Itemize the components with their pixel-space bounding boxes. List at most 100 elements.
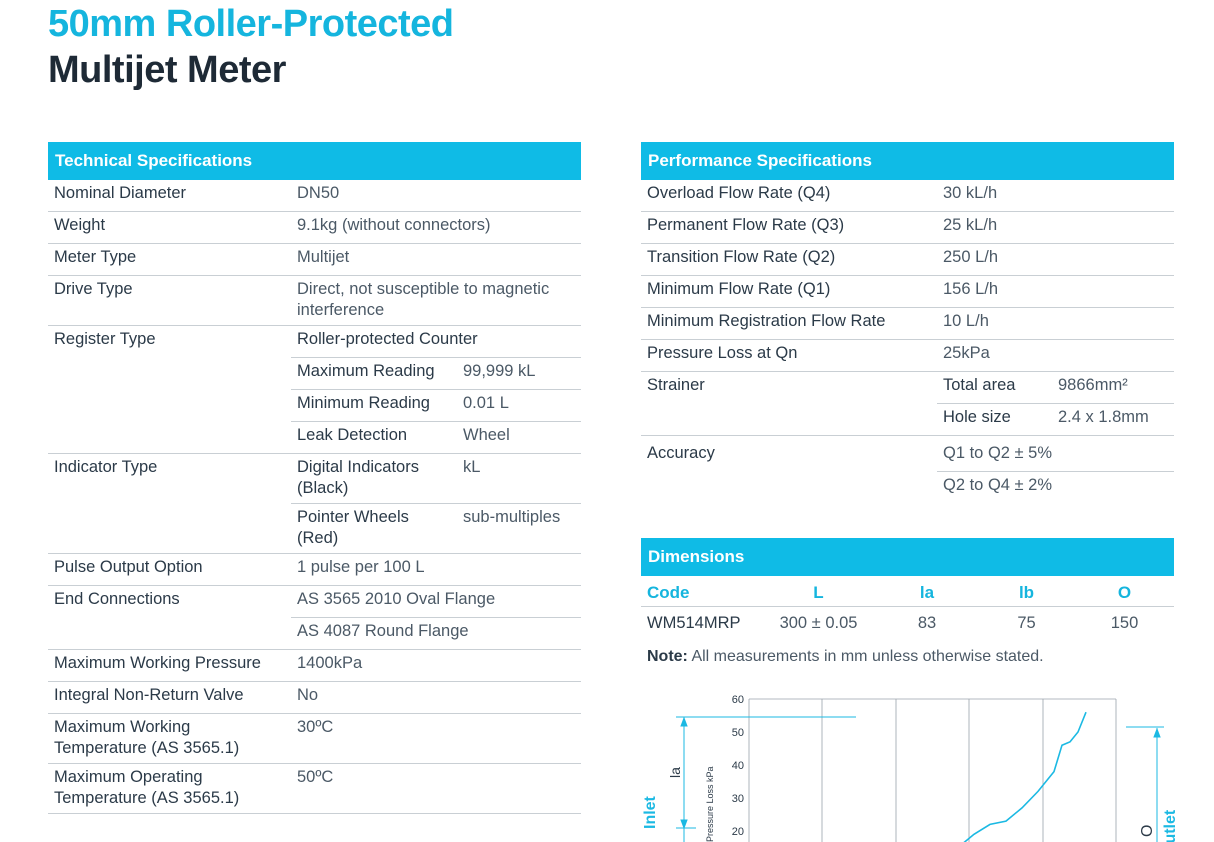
spec-label: Pressure Loss at Qn: [641, 339, 937, 372]
spec-label: Strainer: [641, 371, 937, 436]
sub-spec-value: kL: [457, 453, 581, 504]
spec-value: DN50: [291, 180, 581, 212]
dimensions-cell: 75: [1017, 614, 1036, 632]
technical-specifications-table: Nominal Diameter DN50 Weight 9.1kg (with…: [48, 180, 581, 814]
spec-row: Nominal Diameter DN50: [48, 180, 581, 212]
spec-row: Drive Type Direct, not susceptible to ma…: [48, 275, 581, 326]
spec-row: Minimum Flow Rate (Q1) 156 L/h: [641, 275, 1174, 308]
spec-row: Integral Non-Return Valve No: [48, 681, 581, 714]
spec-value: 9.1kg (without connectors): [291, 211, 581, 244]
spec-value: No: [291, 681, 581, 714]
sub-spec-label: Pointer Wheels (Red): [291, 503, 457, 554]
sub-spec-label: Digital Indicators (Black): [291, 453, 457, 504]
spec-value: 156 L/h: [937, 275, 1174, 308]
spec-value: Q1 to Q2 ± 5%: [937, 435, 1174, 472]
o-label: O: [1139, 825, 1156, 837]
spec-row: Pressure Loss at Qn 25kPa: [641, 339, 1174, 372]
spec-row: Maximum Reading 99,999 kL: [48, 357, 581, 390]
technical-specifications-panel: Technical Specifications Nominal Diamete…: [48, 142, 581, 814]
spec-row: Strainer Total area 9866mm²: [641, 371, 1174, 436]
spec-row: Register Type Roller-protected Counter: [48, 325, 581, 454]
spec-label: Maximum Operating Temperature (AS 3565.1…: [48, 763, 291, 814]
spec-label: Drive Type: [48, 275, 291, 326]
spec-label: Transition Flow Rate (Q2): [641, 243, 937, 276]
spec-row: Minimum Reading 0.01 L: [48, 389, 581, 422]
dimensions-note: Note: All measurements in mm unless othe…: [641, 640, 1174, 674]
performance-specifications-table: Overload Flow Rate (Q4) 30 kL/h Permanen…: [641, 180, 1174, 503]
spec-value: Q2 to Q4 ± 2%: [943, 476, 1053, 494]
spec-value: AS 4087 Round Flange: [291, 617, 581, 650]
spec-label: End Connections: [48, 585, 291, 650]
dimensions-cell: 150: [1110, 614, 1139, 632]
y-tick-label: 50: [732, 727, 744, 739]
spec-label: Minimum Registration Flow Rate: [641, 307, 937, 340]
outlet-label: Outlet: [1162, 809, 1179, 842]
spec-label: Nominal Diameter: [48, 180, 291, 212]
spec-row: Pointer Wheels (Red) sub-multiples: [48, 503, 581, 554]
outlet-dimension-marker: [1126, 726, 1164, 842]
page-title: 50mm Roller-Protected Multijet Meter: [48, 2, 454, 94]
spec-label: Minimum Flow Rate (Q1): [641, 275, 937, 308]
spec-value: AS 3565 2010 Oval Flange: [291, 585, 581, 618]
spec-row: Weight 9.1kg (without connectors): [48, 211, 581, 244]
dimensions-cell: 83: [917, 614, 937, 632]
dimensions-header: la: [876, 576, 978, 607]
spec-value: 1400kPa: [291, 649, 581, 682]
performance-specifications-heading: Performance Specifications: [641, 142, 1174, 180]
dimensions-cell: WM514MRP: [647, 614, 741, 632]
spec-value: Roller-protected Counter: [291, 325, 581, 358]
spec-row: Q2 to Q4 ± 2%: [641, 472, 1174, 504]
dimensions-cell: 300 ± 0.05: [779, 614, 858, 632]
spec-label: Meter Type: [48, 243, 291, 276]
spec-row: Pulse Output Option 1 pulse per 100 L: [48, 553, 581, 586]
spec-label: Maximum Working Pressure: [48, 649, 291, 682]
spec-row: Maximum Working Temperature (AS 3565.1) …: [48, 713, 581, 764]
spec-label: Indicator Type: [48, 453, 291, 554]
spec-value: 50ºC: [291, 763, 581, 814]
pressure-loss-chart: 60 50 40 30 20 Pressure Loss kPa Inlet la O …: [636, 688, 1214, 842]
y-axis-label: Pressure Loss kPa: [705, 766, 715, 842]
spec-row: Meter Type Multijet: [48, 243, 581, 276]
spec-label: Overload Flow Rate (Q4): [641, 180, 937, 212]
spec-row: Leak Detection Wheel: [48, 421, 581, 454]
y-tick-label: 20: [732, 826, 744, 838]
spec-row: Indicator Type Digital Indicators (Black…: [48, 453, 581, 554]
y-tick-label: 60: [732, 694, 744, 706]
dimensions-panel: Dimensions Code L la lb O WM514MRP 300 ±…: [641, 538, 1174, 674]
spec-label: Pulse Output Option: [48, 553, 291, 586]
dimensions-header: lb: [978, 576, 1075, 607]
note-label: Note:: [647, 648, 688, 665]
y-tick-label: 30: [732, 793, 744, 805]
spec-row: Hole size 2.4 x 1.8mm: [641, 403, 1174, 436]
note-text: All measurements in mm unless otherwise …: [687, 648, 1044, 665]
sub-spec-value: 2.4 x 1.8mm: [1052, 403, 1174, 436]
spec-label: Integral Non-Return Valve: [48, 681, 291, 714]
spec-label: Accuracy: [647, 444, 715, 462]
sub-spec-value: 0.01 L: [457, 389, 581, 422]
dimensions-table: Code L la lb O WM514MRP 300 ± 0.05 83 75…: [641, 576, 1174, 640]
la-label: la: [667, 767, 683, 778]
spec-value: 25 kL/h: [937, 211, 1174, 244]
sub-spec-label: Maximum Reading: [291, 357, 457, 390]
dimensions-header: L: [761, 576, 876, 607]
spec-row: Transition Flow Rate (Q2) 250 L/h: [641, 243, 1174, 276]
spec-value: 30ºC: [291, 713, 581, 764]
spec-row: Maximum Operating Temperature (AS 3565.1…: [48, 763, 581, 814]
series-line: [963, 711, 1087, 842]
spec-row: Overload Flow Rate (Q4) 30 kL/h: [641, 180, 1174, 212]
title-line-2: Multijet Meter: [48, 49, 286, 91]
inlet-dimension-marker: [676, 716, 856, 842]
dimensions-header: O: [1075, 576, 1174, 607]
title-line-1: 50mm Roller-Protected: [48, 3, 454, 45]
sub-spec-label: Total area: [937, 371, 1052, 404]
sub-spec-label: Hole size: [937, 403, 1052, 436]
spec-label: Permanent Flow Rate (Q3): [641, 211, 937, 244]
spec-row: End Connections AS 3565 2010 Oval Flange: [48, 585, 581, 650]
technical-specifications-heading: Technical Specifications: [48, 142, 581, 180]
dimensions-header: Code: [641, 576, 761, 607]
spec-label: Maximum Working Temperature (AS 3565.1): [48, 713, 291, 764]
sub-spec-value: 9866mm²: [1052, 371, 1174, 404]
sub-spec-label: Leak Detection: [291, 421, 457, 454]
dimensions-header-row: Code L la lb O: [641, 576, 1174, 607]
spec-row: Permanent Flow Rate (Q3) 25 kL/h: [641, 211, 1174, 244]
